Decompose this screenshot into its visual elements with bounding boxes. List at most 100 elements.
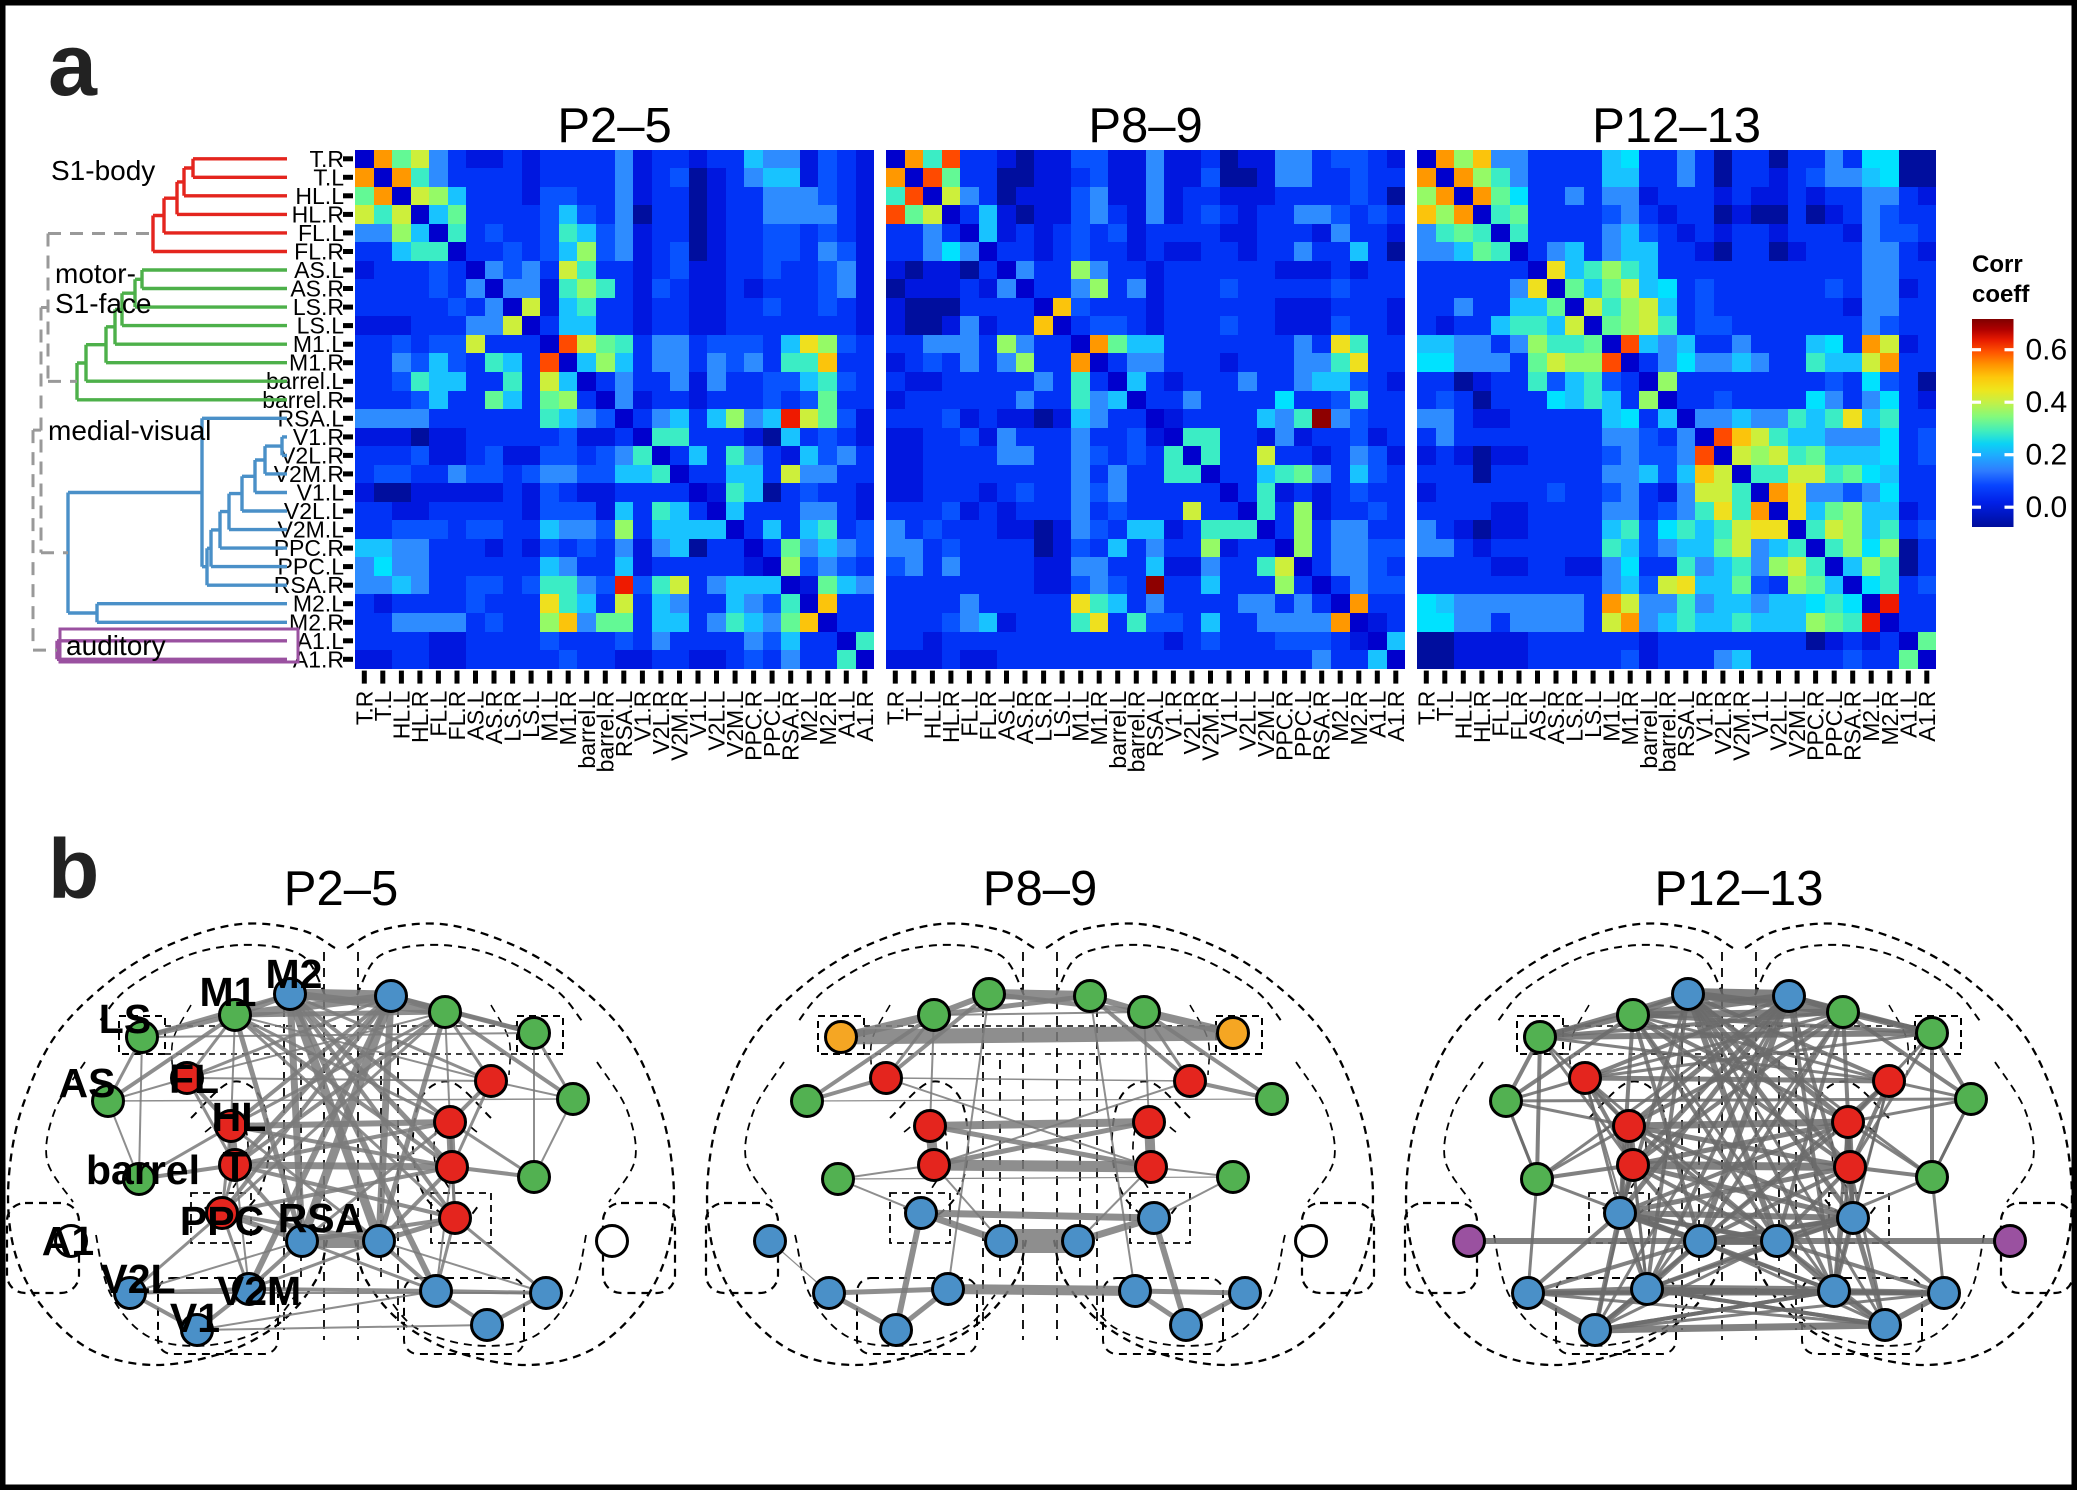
svg-text:AS.L: AS.L xyxy=(463,690,489,740)
svg-text:M1.L: M1.L xyxy=(293,331,344,357)
svg-text:V1.L: V1.L xyxy=(1747,690,1773,738)
svg-text:Corr: Corr xyxy=(1972,251,2023,278)
svg-text:FL.R: FL.R xyxy=(1506,691,1532,741)
svg-text:A1.L: A1.L xyxy=(833,690,859,738)
svg-text:V2M.L: V2M.L xyxy=(1784,690,1810,757)
svg-text:A1.R: A1.R xyxy=(293,646,344,672)
svg-text:V2L.R: V2L.R xyxy=(1710,691,1736,755)
svg-text:PPC.L: PPC.L xyxy=(759,690,785,757)
svg-text:FL: FL xyxy=(169,1056,219,1102)
svg-text:V2L.L: V2L.L xyxy=(704,690,730,750)
svg-text:V2M.L: V2M.L xyxy=(1253,690,1279,757)
svg-text:AS.R: AS.R xyxy=(290,276,344,302)
svg-text:FL.R: FL.R xyxy=(294,239,344,265)
svg-text:M2.L: M2.L xyxy=(293,591,344,617)
svg-text:a: a xyxy=(48,15,98,114)
svg-text:LS.L: LS.L xyxy=(518,690,544,738)
svg-text:barrel.R: barrel.R xyxy=(592,691,618,773)
svg-text:V1.R: V1.R xyxy=(1160,691,1186,742)
svg-text:V2L.L: V2L.L xyxy=(284,498,344,524)
svg-text:M1.R: M1.R xyxy=(1617,691,1643,746)
svg-text:A1.R: A1.R xyxy=(852,691,878,742)
svg-text:LS.L: LS.L xyxy=(297,313,345,339)
svg-text:motor-: motor- xyxy=(55,258,136,289)
svg-text:FL.L: FL.L xyxy=(956,690,982,736)
svg-text:PPC.R: PPC.R xyxy=(1803,691,1829,761)
svg-text:M1: M1 xyxy=(200,969,257,1015)
svg-text:V2M.R: V2M.R xyxy=(1198,691,1224,761)
svg-text:M1.R: M1.R xyxy=(1086,691,1112,746)
svg-text:V1.R: V1.R xyxy=(629,691,655,742)
svg-text:auditory: auditory xyxy=(66,630,166,661)
svg-text:A1.L: A1.L xyxy=(1895,690,1921,738)
svg-text:P2–5: P2–5 xyxy=(284,862,398,916)
svg-text:A1.L: A1.L xyxy=(1364,690,1390,738)
svg-text:HL.L: HL.L xyxy=(1450,690,1476,739)
svg-text:V2L.L: V2L.L xyxy=(1766,690,1792,750)
svg-text:barrel.R: barrel.R xyxy=(1123,691,1149,773)
svg-text:0.4: 0.4 xyxy=(2026,386,2068,419)
svg-text:PPC: PPC xyxy=(180,1198,264,1244)
svg-text:T.R: T.R xyxy=(882,691,908,726)
svg-text:T: T xyxy=(222,1143,247,1189)
svg-text:V2M.R: V2M.R xyxy=(667,691,693,761)
svg-text:M2: M2 xyxy=(266,951,323,997)
svg-text:V2L.R: V2L.R xyxy=(1179,691,1205,755)
svg-text:V1: V1 xyxy=(170,1295,220,1341)
svg-text:AS.R: AS.R xyxy=(1543,691,1569,745)
svg-text:V2M.R: V2M.R xyxy=(1729,691,1755,761)
svg-text:LS.R: LS.R xyxy=(293,294,344,320)
svg-text:A1.R: A1.R xyxy=(1914,691,1940,742)
svg-text:V1.R: V1.R xyxy=(293,424,344,450)
svg-text:LS.R: LS.R xyxy=(1562,691,1588,742)
svg-text:T.L: T.L xyxy=(901,690,927,721)
svg-text:M2.L: M2.L xyxy=(1327,690,1353,741)
svg-text:HL.R: HL.R xyxy=(938,691,964,743)
svg-text:M2.R: M2.R xyxy=(815,691,841,746)
svg-text:M1.R: M1.R xyxy=(289,350,344,376)
svg-text:0.6: 0.6 xyxy=(2026,334,2068,367)
svg-text:V2M.L: V2M.L xyxy=(722,690,748,757)
svg-text:M2.R: M2.R xyxy=(1877,691,1903,746)
svg-text:P2–5: P2–5 xyxy=(557,99,671,153)
svg-text:V2L.R: V2L.R xyxy=(648,691,674,755)
svg-text:HL.L: HL.L xyxy=(919,690,945,739)
svg-text:M1.R: M1.R xyxy=(555,691,581,746)
svg-text:FL.L: FL.L xyxy=(298,220,344,246)
svg-text:HL.R: HL.R xyxy=(292,201,344,227)
svg-text:M1.L: M1.L xyxy=(537,690,563,741)
svg-text:LS.R: LS.R xyxy=(500,691,526,742)
svg-text:FL.L: FL.L xyxy=(1487,690,1513,736)
svg-text:M2.L: M2.L xyxy=(1858,690,1884,741)
svg-text:T.L: T.L xyxy=(370,690,396,721)
svg-text:LS.R: LS.R xyxy=(1031,691,1057,742)
svg-text:HL.L: HL.L xyxy=(295,183,344,209)
svg-text:PPC.L: PPC.L xyxy=(1821,690,1847,757)
svg-text:V1.L: V1.L xyxy=(685,690,711,738)
svg-text:barrel.L: barrel.L xyxy=(1636,690,1662,768)
svg-text:S1-body: S1-body xyxy=(51,155,155,186)
svg-text:HL.R: HL.R xyxy=(1469,691,1495,743)
svg-text:P12–13: P12–13 xyxy=(1655,862,1824,916)
svg-text:M2.R: M2.R xyxy=(1346,691,1372,746)
svg-text:barrel.L: barrel.L xyxy=(574,690,600,768)
svg-text:V2M.L: V2M.L xyxy=(278,517,345,543)
svg-text:A1: A1 xyxy=(42,1218,94,1264)
svg-text:AS.L: AS.L xyxy=(294,257,344,283)
svg-text:PPC.L: PPC.L xyxy=(1290,690,1316,757)
svg-text:LS.L: LS.L xyxy=(1580,690,1606,738)
svg-text:PPC.R: PPC.R xyxy=(1272,691,1298,761)
svg-text:P12–13: P12–13 xyxy=(1592,99,1761,153)
svg-text:V1.L: V1.L xyxy=(297,480,345,506)
svg-text:FL.L: FL.L xyxy=(425,690,451,736)
svg-text:b: b xyxy=(48,822,99,916)
svg-text:V2L: V2L xyxy=(100,1256,175,1302)
svg-text:V2L.L: V2L.L xyxy=(1235,690,1261,750)
svg-text:AS: AS xyxy=(59,1060,116,1106)
svg-text:barrel: barrel xyxy=(86,1147,200,1193)
svg-text:0.2: 0.2 xyxy=(2026,439,2068,472)
svg-text:T.R: T.R xyxy=(351,691,377,726)
svg-text:PPC.L: PPC.L xyxy=(278,554,345,580)
svg-text:A1.R: A1.R xyxy=(1383,691,1409,742)
svg-text:T.L: T.L xyxy=(313,164,344,190)
